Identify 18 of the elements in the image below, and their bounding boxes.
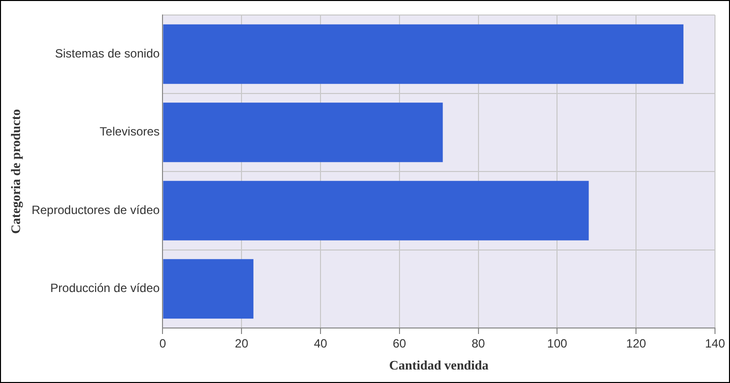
bar [163, 24, 684, 84]
x-tick-label: 80 [472, 336, 486, 351]
y-tick-label: Reproductores de vídeo [32, 202, 160, 217]
y-tick-label: Sistemas de sonido [54, 46, 160, 60]
bar [163, 102, 443, 162]
x-tick-label: 140 [704, 336, 726, 351]
x-tick-label: 0 [159, 336, 166, 351]
bar [163, 259, 254, 319]
x-tick-label: 60 [392, 336, 406, 351]
y-tick-label: Producción de vídeo [50, 281, 160, 296]
x-tick-label: 100 [547, 336, 568, 351]
y-tick-label: Televisores [100, 124, 160, 139]
x-tick-label: 20 [234, 336, 249, 351]
y-axis-title: Categoria de producto [8, 109, 24, 234]
x-tick-label: 120 [626, 336, 646, 351]
x-tick-label: 40 [314, 336, 328, 351]
bar [163, 180, 589, 240]
x-axis-title: Cantidad vendida [389, 358, 490, 373]
